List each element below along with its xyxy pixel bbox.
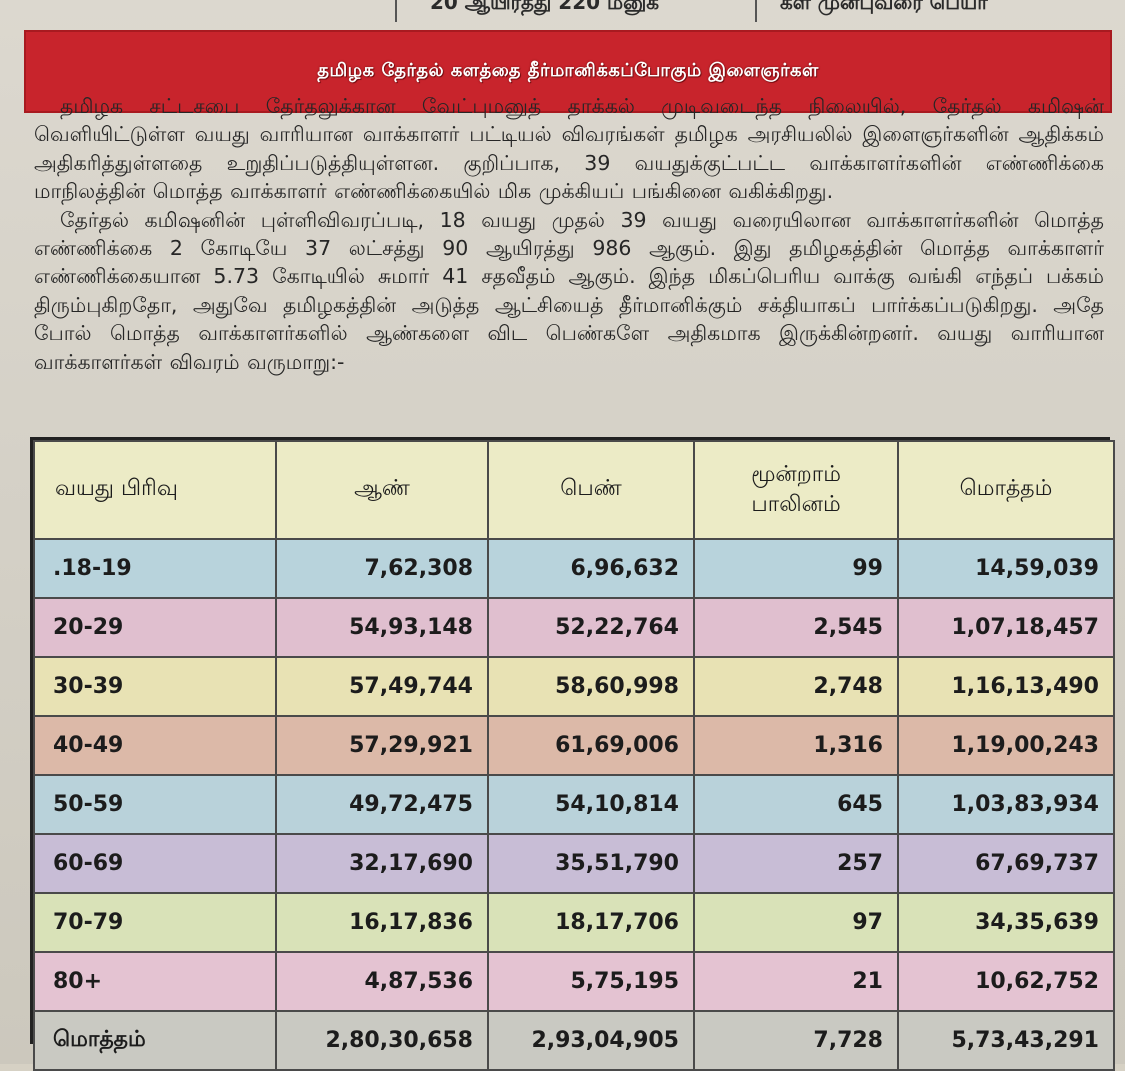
article-body: தமிழக சட்டசபை தேர்தலுக்கான வேட்புமனுத் த… xyxy=(34,92,1104,376)
article-paragraph-1: தமிழக சட்டசபை தேர்தலுக்கான வேட்புமனுத் த… xyxy=(34,94,1104,204)
table-row: 20-29 54,93,148 52,22,764 2,545 1,07,18,457 xyxy=(33,597,1115,658)
female-cell: 58,60,998 xyxy=(487,656,695,717)
third-gender-cell: 645 xyxy=(693,774,899,835)
table-row: .18-19 7,62,308 6,96,632 99 14,59,039 xyxy=(33,538,1115,599)
table-row: 60-69 32,17,690 35,51,790 257 67,69,737 xyxy=(33,833,1115,894)
third-gender-cell: 99 xyxy=(693,538,899,599)
age-cell: 40-49 xyxy=(33,715,277,776)
female-cell: 18,17,706 xyxy=(487,892,695,953)
third-gender-cell: 1,316 xyxy=(693,715,899,776)
total-cell: 34,35,639 xyxy=(897,892,1115,953)
age-cell: 30-39 xyxy=(33,656,277,717)
third-gender-cell: 2,748 xyxy=(693,656,899,717)
table-header-row: வயது பிரிவு ஆண் பெண் மூன்றாம் பாலினம் மொ… xyxy=(33,440,1115,540)
age-cell: 50-59 xyxy=(33,774,277,835)
third-gender-cell: 21 xyxy=(693,951,899,1012)
column-rule xyxy=(395,0,397,22)
total-cell: 67,69,737 xyxy=(897,833,1115,894)
male-cell: 16,17,836 xyxy=(275,892,489,953)
header-age-group: வயது பிரிவு xyxy=(33,440,277,540)
voter-table-frame: வயது பிரிவு ஆண் பெண் மூன்றாம் பாலினம் மொ… xyxy=(30,437,1115,1071)
female-cell: 6,96,632 xyxy=(487,538,695,599)
third-gender-cell: 97 xyxy=(693,892,899,953)
age-cell: 80+ xyxy=(33,951,277,1012)
total-cell: 5,73,43,291 xyxy=(897,1010,1115,1071)
male-cell: 57,29,921 xyxy=(275,715,489,776)
header-female: பெண் xyxy=(487,440,695,540)
male-cell: 7,62,308 xyxy=(275,538,489,599)
male-cell: 2,80,30,658 xyxy=(275,1010,489,1071)
female-cell: 54,10,814 xyxy=(487,774,695,835)
female-cell: 61,69,006 xyxy=(487,715,695,776)
age-cell: 20-29 xyxy=(33,597,277,658)
table-row: 70-79 16,17,836 18,17,706 97 34,35,639 xyxy=(33,892,1115,953)
third-gender-cell: 257 xyxy=(693,833,899,894)
total-cell: 1,07,18,457 xyxy=(897,597,1115,658)
age-cell: மொத்தம் xyxy=(33,1010,277,1071)
third-gender-cell: 7,728 xyxy=(693,1010,899,1071)
male-cell: 54,93,148 xyxy=(275,597,489,658)
total-cell: 1,19,00,243 xyxy=(897,715,1115,776)
total-cell: 14,59,039 xyxy=(897,538,1115,599)
male-cell: 49,72,475 xyxy=(275,774,489,835)
total-cell: 10,62,752 xyxy=(897,951,1115,1012)
voter-age-table: வயது பிரிவு ஆண் பெண் மூன்றாம் பாலினம் மொ… xyxy=(33,440,1115,1071)
header-third-gender-line1: மூன்றாம் xyxy=(751,462,841,487)
age-cell: 60-69 xyxy=(33,833,277,894)
table-row: மொத்தம் 2,80,30,658 2,93,04,905 7,728 5,73,4… xyxy=(33,1010,1115,1071)
table-row: 40-49 57,29,921 61,69,006 1,316 1,19,00,243 xyxy=(33,715,1115,776)
female-cell: 2,93,04,905 xyxy=(487,1010,695,1071)
previous-article-strip: 20 ஆயிரத்து 220 மனுக் கள் முன்புவரை பெயர… xyxy=(0,0,1125,22)
male-cell: 4,87,536 xyxy=(275,951,489,1012)
male-cell: 57,49,744 xyxy=(275,656,489,717)
total-cell: 1,16,13,490 xyxy=(897,656,1115,717)
female-cell: 52,22,764 xyxy=(487,597,695,658)
age-cell: .18-19 xyxy=(33,538,277,599)
headline-banner: தமிழக தேர்தல் களத்தை தீர்மானிக்கப்போகும்… xyxy=(24,30,1112,113)
table-body: .18-19 7,62,308 6,96,632 99 14,59,039 20-29 54… xyxy=(33,538,1115,1071)
female-cell: 5,75,195 xyxy=(487,951,695,1012)
header-total: மொத்தம் xyxy=(897,440,1115,540)
female-cell: 35,51,790 xyxy=(487,833,695,894)
table-row: 50-59 49,72,475 54,10,814 645 1,03,83,934 xyxy=(33,774,1115,835)
strip-text-middle: 20 ஆயிரத்து 220 மனுக் xyxy=(430,0,660,14)
third-gender-cell: 2,545 xyxy=(693,597,899,658)
article-paragraph-2: தேர்தல் கமிஷனின் புள்ளிவிவரப்படி, 18 வயத… xyxy=(34,207,1104,374)
table-row: 80+ 4,87,536 5,75,195 21 10,62,752 xyxy=(33,951,1115,1012)
age-cell: 70-79 xyxy=(33,892,277,953)
table-row: 30-39 57,49,744 58,60,998 2,748 1,16,13,490 xyxy=(33,656,1115,717)
headline: தமிழக தேர்தல் களத்தை தீர்மானிக்கப்போகும்… xyxy=(317,60,819,81)
header-third-gender: மூன்றாம் பாலினம் xyxy=(693,440,899,540)
strip-text-right: கள் முன்புவரை பெயர் xyxy=(780,0,988,14)
male-cell: 32,17,690 xyxy=(275,833,489,894)
header-male: ஆண் xyxy=(275,440,489,540)
column-rule xyxy=(755,0,757,22)
header-third-gender-line2: பாலினம் xyxy=(751,492,841,517)
total-cell: 1,03,83,934 xyxy=(897,774,1115,835)
